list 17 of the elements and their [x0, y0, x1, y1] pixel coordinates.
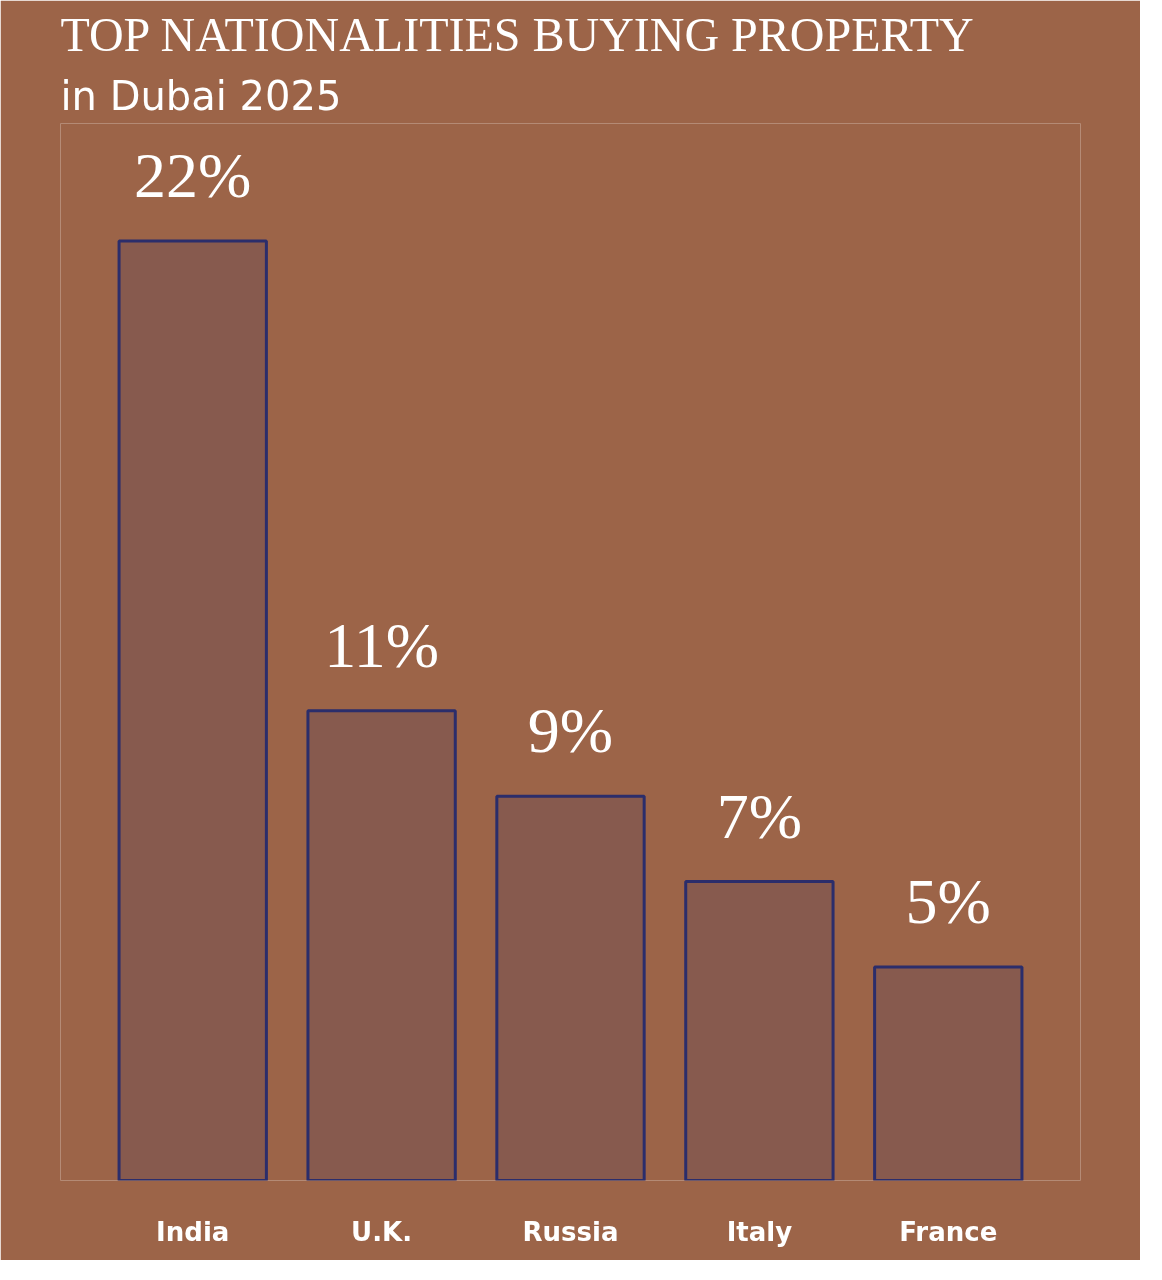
bar — [117, 239, 268, 1181]
bar — [495, 794, 646, 1181]
data-label: 5% — [905, 865, 991, 937]
x-tick-label: India — [156, 1216, 230, 1247]
x-tick-label: U.K. — [351, 1216, 413, 1247]
x-tick-label: Italy — [726, 1216, 793, 1247]
bar — [684, 880, 835, 1181]
x-tick-label: France — [899, 1216, 998, 1247]
chart-subtitle: in Dubai 2025 — [60, 72, 342, 119]
data-label: 22% — [134, 139, 252, 211]
data-label: 9% — [527, 695, 614, 767]
chart-title: TOP NATIONALITIES BUYING PROPERTY — [60, 7, 974, 61]
data-label: 7% — [716, 780, 803, 852]
bar — [306, 709, 457, 1181]
data-label: 11% — [324, 609, 440, 681]
x-tick-label: Russia — [522, 1216, 619, 1247]
bar — [873, 965, 1024, 1181]
